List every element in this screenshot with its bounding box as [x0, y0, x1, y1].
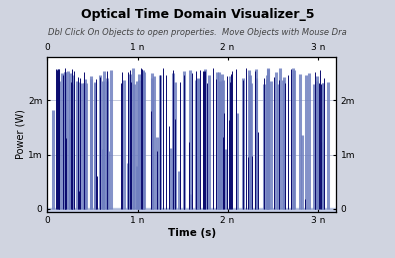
X-axis label: Time (s): Time (s) [167, 228, 216, 238]
Text: Optical Time Domain Visualizer_5: Optical Time Domain Visualizer_5 [81, 8, 314, 21]
Bar [47, 208, 336, 212]
Y-axis label: Power (W): Power (W) [15, 109, 25, 159]
Text: Dbl Click On Objects to open properties.  Move Objects with Mouse Dra: Dbl Click On Objects to open properties.… [48, 28, 347, 37]
